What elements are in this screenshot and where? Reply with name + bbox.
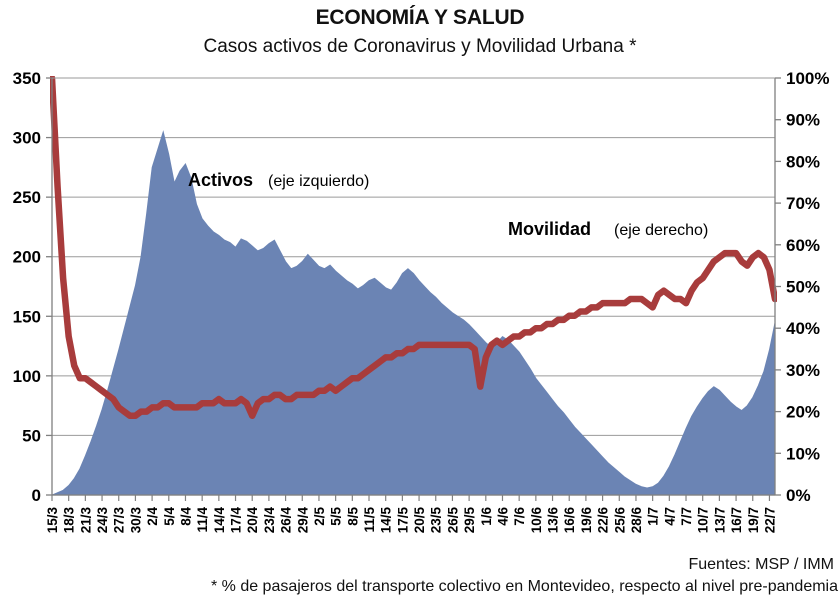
x-axis-tick-label: 29/4 (295, 507, 310, 534)
x-axis-tick-label: 18/3 (62, 507, 77, 534)
x-axis-tick-label: 23/5 (429, 507, 444, 534)
x-axis-tick-label: 16/6 (562, 507, 577, 534)
left-axis-tick-label: 50 (22, 426, 41, 445)
x-axis-tick-label: 20/5 (412, 507, 427, 534)
x-axis-tick-label: 7/7 (679, 507, 694, 526)
x-axis-tick-label: 24/3 (95, 507, 110, 534)
annotations-group: Activos (eje izquierdo) Movilidad (eje dere… (188, 170, 708, 239)
x-axis-tick-label: 30/3 (128, 507, 143, 534)
right-axis-tick-label: 70% (786, 194, 820, 213)
right-axis-tick-label: 40% (786, 319, 820, 338)
activos-annotation-label: Activos (188, 170, 253, 190)
x-axis-tick-label: 14/5 (379, 507, 394, 534)
x-axis-tick-label: 19/6 (579, 507, 594, 534)
x-axis-tick-label: 8/5 (345, 507, 360, 526)
data-group (50, 76, 777, 496)
x-axis-tick-label: 8/4 (178, 507, 193, 526)
left-axis-tick-label: 100 (13, 367, 41, 386)
page-subtitle: Casos activos de Coronavirus y Movilidad… (203, 36, 637, 57)
right-axis-tick-label: 90% (786, 111, 820, 130)
x-axis-tick-label: 10/7 (696, 507, 711, 533)
x-axis-tick-label: 22/6 (596, 507, 611, 534)
right-axis-tick-label: 10% (786, 444, 820, 463)
x-axis-tick-label: 29/5 (462, 507, 477, 534)
movilidad-line-series (50, 76, 777, 420)
x-axis-tick-label: 28/6 (629, 507, 644, 534)
x-axis-tick-label: 10/6 (529, 507, 544, 534)
x-axis-tick-label: 26/5 (445, 507, 460, 534)
right-axis-tick-label: 30% (786, 361, 820, 380)
x-axis-tick-label: 26/4 (279, 507, 294, 534)
x-axis-tick-label: 22/7 (762, 507, 777, 533)
left-axis-tick-label: 300 (13, 129, 41, 148)
right-axis-tick-label: 50% (786, 278, 820, 297)
x-axis-tick-label: 2/4 (145, 507, 160, 526)
x-axis-tick-label: 25/6 (612, 507, 627, 534)
x-axis-tick-label: 17/5 (395, 507, 410, 534)
x-axis-tick-label: 19/7 (746, 507, 761, 533)
x-axis-tick-label: 11/4 (195, 507, 210, 533)
x-axis-tick-label: 20/4 (245, 507, 260, 534)
left-axis-tick-label: 150 (13, 307, 41, 326)
right-axis-tick-label: 80% (786, 152, 820, 171)
chart-footnote: * % de pasajeros del transporte colectiv… (210, 578, 838, 595)
left-axis-tick-label: 200 (13, 248, 41, 267)
x-axis-tick-label: 17/4 (229, 507, 244, 534)
x-axis-tick-label: 5/4 (162, 507, 177, 526)
x-axis-tick-label: 21/3 (78, 507, 93, 534)
left-axis-tick-label: 0 (32, 486, 41, 505)
right-axis-tick-label: 100% (786, 69, 829, 88)
x-axis-tick-label: 13/6 (546, 507, 561, 534)
x-axis-tick-label: 7/6 (512, 507, 527, 526)
x-axis-tick-label: 2/5 (312, 507, 327, 526)
x-axis-tick-label: 11/5 (362, 507, 377, 533)
page-title: ECONOMÍA Y SALUD (315, 6, 525, 29)
tick-labels-group: 0 50 100 150 200 250 300 350 0% 10% 20% 30% 40% 50% 60… (13, 69, 830, 533)
x-axis-tick-label: 23/4 (262, 507, 277, 534)
x-axis-tick-label: 16/7 (729, 507, 744, 533)
chart-sources: Fuentes: MSP / IMM (688, 556, 834, 573)
x-axis-tick-label: 5/5 (329, 507, 344, 526)
movilidad-annotation-label: Movilidad (508, 219, 591, 239)
x-axis-tick-label: 13/7 (712, 507, 727, 533)
x-axis-tick-label: 4/6 (495, 507, 510, 526)
x-axis-tick-label: 1/6 (479, 507, 494, 526)
activos-annotation-axis-note: (eje izquierdo) (268, 173, 369, 190)
x-axis-tick-label: 1/7 (646, 507, 661, 526)
axes-group (46, 77, 781, 501)
x-axis-tick-label: 15/3 (45, 507, 60, 534)
x-axis-tick-label: 4/7 (662, 507, 677, 526)
right-axis-tick-label: 0% (786, 486, 811, 505)
right-axis-tick-label: 20% (786, 403, 820, 422)
movilidad-annotation-axis-note: (eje derecho) (614, 222, 708, 239)
right-axis-tick-label: 60% (786, 236, 820, 255)
left-axis-tick-label: 250 (13, 188, 41, 207)
x-axis-tick-label: 27/3 (112, 507, 127, 534)
x-axis-tick-label: 14/4 (212, 507, 227, 534)
left-axis-tick-label: 350 (13, 69, 41, 88)
